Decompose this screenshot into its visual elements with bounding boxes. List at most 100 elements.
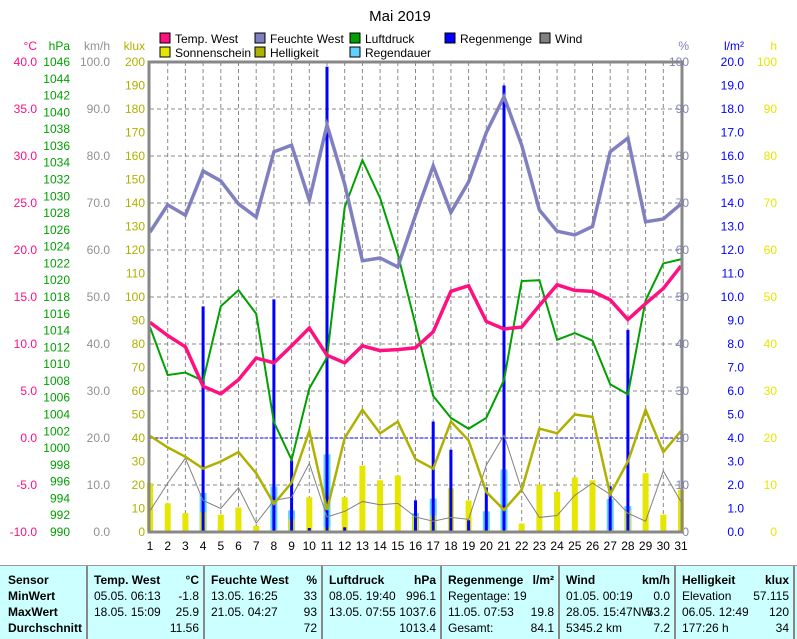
x-tick-label: 10 [303, 539, 317, 553]
cell: 7.2 [653, 621, 670, 635]
brightness-tick-label: 80 [132, 337, 146, 351]
sunshine-tick-label: 50 [764, 290, 778, 304]
cell: 177:26 h [682, 621, 729, 635]
sunshine-bar [589, 480, 596, 532]
humidity-column: Feuchte West % 13.05. 16:25 33 21.05. 04… [205, 566, 323, 639]
header: Sensor [8, 573, 49, 587]
header: Feuchte West [211, 573, 289, 587]
legend-swatch [159, 46, 171, 58]
rain-bar [272, 299, 276, 532]
header: Helligkeit [682, 573, 736, 587]
unit: °C [185, 573, 199, 587]
brightness-tick-label: 140 [125, 196, 145, 210]
wind-tick-label: 70.0 [87, 196, 111, 210]
stats-table: Sensor MinWert MaxWert Durchschnitt Temp… [0, 565, 797, 639]
rain-tick-label: 14.0 [721, 196, 745, 210]
cell: 93 [303, 605, 317, 619]
x-tick-label: 14 [373, 539, 387, 553]
brightness-tick-label: 120 [125, 243, 145, 257]
temp-axis-unit: °C [24, 39, 38, 53]
pressure-tick-label: 1024 [43, 240, 70, 254]
sunshine-bar [182, 513, 189, 532]
sensor-column: Sensor MinWert MaxWert Durchschnitt [0, 566, 88, 639]
temp-tick-label: 5.0 [20, 384, 37, 398]
humidity-tick-label: 0 [682, 525, 689, 539]
x-tick-label: 15 [391, 539, 405, 553]
pressure-tick-label: 1010 [43, 357, 70, 371]
cell: 28.05. 15:47NW [566, 605, 653, 619]
rain-bar [343, 527, 347, 532]
sunshine-tick-label: 60 [764, 243, 778, 257]
pressure-tick-label: 1038 [43, 122, 70, 136]
bars [147, 66, 684, 532]
x-tick-label: 21 [497, 539, 511, 553]
cell: 53.2 [646, 605, 670, 619]
rain-tick-label: 8.0 [727, 337, 744, 351]
pressure-tick-label: 994 [50, 491, 70, 505]
brightness-tick-label: 40 [132, 431, 146, 445]
temp-tick-label: 20.0 [14, 243, 38, 257]
cell: 1013.4 [399, 621, 436, 635]
temp-tick-label: 15.0 [14, 290, 38, 304]
cell: 84.1 [530, 621, 554, 635]
rain-bar [502, 85, 506, 532]
brightness-tick-label: 90 [132, 314, 146, 328]
cell: 996.1 [405, 589, 436, 603]
rain-bar [307, 528, 311, 532]
cell: 06.05. 12:49 [682, 605, 749, 619]
unit: hPa [413, 573, 436, 587]
x-tick-label: 24 [550, 539, 564, 553]
unit: l/m² [532, 573, 554, 587]
pressure-tick-label: 1018 [43, 290, 70, 304]
cell: 0.0 [653, 589, 670, 603]
temp-west-line [148, 264, 683, 396]
pressure-tick-label: 996 [50, 475, 70, 489]
temp-column: Temp. West °C 05.05. 06:13 -1.8 18.05. 1… [88, 566, 205, 639]
x-tick-label: 16 [409, 539, 423, 553]
rain-bar [608, 486, 612, 532]
brightness-tick-label: 130 [125, 220, 145, 234]
unit: km/h [641, 573, 670, 587]
header: Regenmenge [448, 573, 524, 587]
cell: 5345.2 km [566, 621, 623, 635]
sunshine-bar [217, 514, 224, 532]
brightness-tick-label: 200 [125, 55, 145, 69]
legend-label: Feuchte West [270, 32, 344, 46]
cell: 25.9 [175, 605, 199, 619]
sunshine-tick-label: 80 [764, 149, 778, 163]
x-tick-label: 7 [253, 539, 260, 553]
sunshine-bar [341, 497, 348, 532]
wind-tick-label: 0.0 [93, 525, 110, 539]
temp-tick-label: 40.0 [14, 55, 38, 69]
pressure-tick-label: 1004 [43, 408, 70, 422]
legend-swatch [349, 32, 361, 44]
x-tick-label: 17 [427, 539, 441, 553]
helligkeit-line [149, 406, 682, 512]
rain-bar [325, 66, 329, 532]
cell: Regentage: 19 [448, 589, 527, 603]
wind-tick-label: 10.0 [87, 478, 111, 492]
pressure-tick-label: 1008 [43, 374, 70, 388]
header: Temp. West [94, 573, 161, 587]
pressure-tick-label: 1036 [43, 139, 70, 153]
cell: 01.05. 00:19 [566, 589, 633, 603]
pressure-tick-label: 1016 [43, 307, 70, 321]
wind-column: Wind km/h 01.05. 00:19 0.0 28.05. 15:47N… [560, 566, 676, 639]
sunshine-tick-label: 70 [764, 196, 778, 210]
luftdruck-line [149, 157, 682, 463]
sunshine-bar [253, 525, 260, 532]
rain-tick-label: 18.0 [721, 102, 745, 116]
legend-label: Helligkeit [270, 46, 319, 60]
pressure-tick-label: 992 [50, 508, 70, 522]
cell: 11.56 [169, 621, 199, 635]
pressure-column: Luftdruck hPa 08.05. 19:40 996.1 13.05. … [323, 566, 442, 639]
brightness-tick-label: 10 [132, 502, 146, 516]
rain-tick-label: 19.0 [721, 79, 745, 93]
sunshine-tick-label: 20 [764, 431, 778, 445]
header: Wind [566, 573, 596, 587]
brightness-tick-label: 180 [125, 102, 145, 116]
brightness-tick-label: 170 [125, 126, 145, 140]
pressure-tick-label: 1044 [43, 72, 70, 86]
sunshine-bar [359, 465, 366, 532]
brightness-tick-label: 100 [125, 290, 145, 304]
